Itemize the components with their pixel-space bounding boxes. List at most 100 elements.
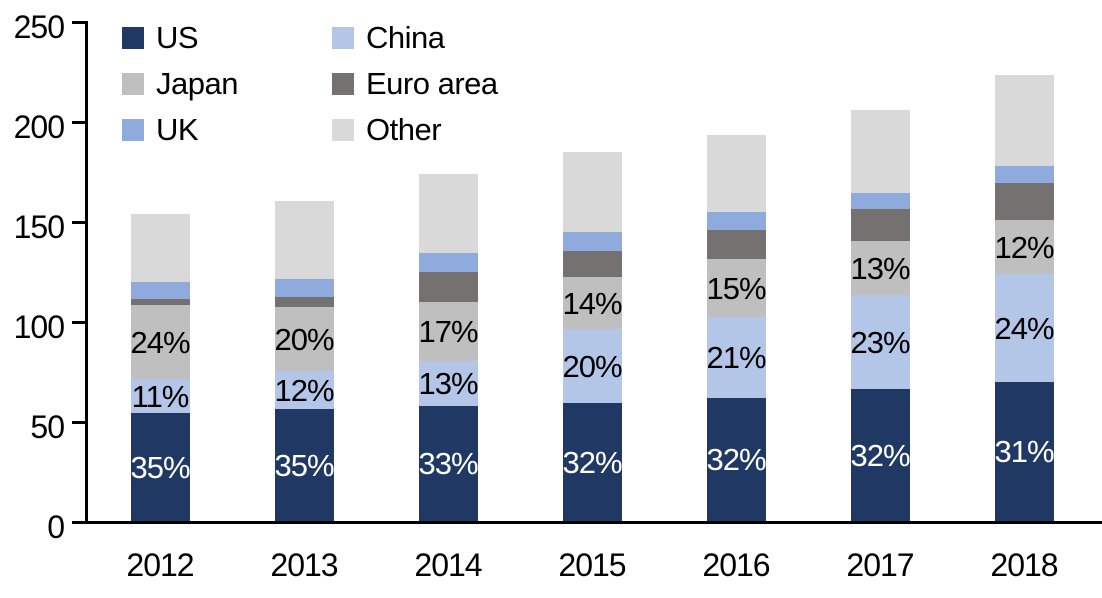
legend-label: Euro area: [366, 66, 498, 101]
x-tick-label-2018: 2018: [990, 547, 1058, 583]
segment-euro-area-2014: [418, 272, 478, 302]
legend-swatch-icon: [332, 118, 354, 141]
segment-value-label: 35%: [130, 449, 190, 485]
segment-value-label: 12%: [274, 372, 334, 408]
segment-china-2012: 11%: [130, 378, 190, 414]
segment-china-2016: 21%: [706, 317, 767, 398]
segment-other-2018: [994, 75, 1054, 166]
segment-value-label: 23%: [850, 324, 910, 360]
segment-value-label: 13%: [418, 366, 478, 401]
segment-value-label: 15%: [706, 270, 766, 306]
segment-us-2016: 32%: [706, 398, 767, 521]
segment-euro-area-2018: [994, 183, 1054, 220]
legend-label: Other: [366, 112, 442, 147]
segment-value-label: 35%: [274, 447, 334, 483]
segment-other-2017: [850, 110, 910, 193]
legend-item-uk: UK: [122, 114, 332, 145]
segment-value-label: 24%: [994, 310, 1054, 346]
segment-value-label: 24%: [130, 324, 190, 360]
segment-uk-2012: [130, 282, 190, 299]
segment-value-label: 31%: [994, 434, 1054, 469]
segment-euro-area-2016: [706, 230, 766, 259]
segment-uk-2016: [706, 212, 766, 230]
stacked-bar-2018: 31% 24% 12%: [994, 75, 1055, 521]
segment-value-label: 13%: [850, 250, 910, 286]
x-tick-label-2015: 2015: [558, 547, 626, 583]
segment-uk-2017: [850, 193, 910, 209]
segment-value-label: 32%: [706, 442, 766, 477]
segment-uk-2015: [562, 232, 622, 251]
segment-value-label: 12%: [994, 229, 1054, 265]
x-tick-label-2014: 2014: [414, 547, 482, 583]
segment-us-2012: 35%: [130, 413, 191, 521]
segment-china-2015: 20%: [562, 329, 623, 403]
segment-value-label: 32%: [850, 437, 910, 473]
legend: US China Japan Euro area UK Other: [122, 22, 498, 145]
segment-china-2018: 24%: [994, 274, 1055, 382]
bar-slot-2018: 31% 24% 12%: [952, 21, 1096, 521]
segment-japan-2016: 15%: [706, 259, 767, 317]
segment-euro-area-2017: [850, 209, 910, 241]
stacked-bar-2012: 35% 11% 24%: [130, 214, 191, 521]
segment-us-2015: 32%: [562, 403, 623, 521]
y-axis-line: [85, 21, 88, 524]
stacked-bar-2016: 32% 21% 15%: [706, 135, 767, 521]
legend-swatch-icon: [122, 118, 144, 141]
y-tick-label-0: 0: [47, 508, 65, 545]
segment-value-label: 14%: [562, 285, 622, 321]
bar-slot-2012: 35% 11% 24%: [88, 21, 232, 521]
segment-japan-2013: 20%: [274, 307, 335, 371]
y-tick-label-100: 100: [13, 308, 65, 345]
segment-us-2014: 33%: [418, 406, 479, 521]
y-tick-mark-50: [72, 421, 86, 424]
segment-us-2017: 32%: [850, 389, 911, 521]
legend-swatch-icon: [122, 26, 144, 49]
y-tick-label-50: 50: [30, 408, 65, 445]
legend-label: UK: [156, 112, 199, 147]
segment-other-2015: [562, 152, 622, 232]
segment-china-2013: 12%: [274, 371, 335, 409]
segment-value-label: 20%: [274, 321, 334, 357]
segment-japan-2012: 24%: [130, 305, 191, 379]
x-axis-line: [85, 521, 1102, 524]
bar-slot-2013: 35% 12% 20%: [232, 21, 376, 521]
segment-value-label: 21%: [706, 340, 766, 375]
x-tick-label-2012: 2012: [126, 547, 194, 583]
segment-uk-2018: [994, 166, 1054, 183]
bar-slot-2015: 32% 20% 14%: [520, 21, 664, 521]
legend-item-japan: Japan: [122, 68, 332, 99]
segment-japan-2017: 13%: [850, 241, 911, 295]
segment-other-2016: [706, 135, 766, 212]
y-tick-label-150: 150: [13, 208, 65, 245]
x-tick-label-2017: 2017: [846, 547, 914, 583]
y-tick-mark-150: [72, 221, 86, 224]
plot-area: 35% 11% 24% 35% 12% 20% 33% 13% 17% 32% 20% 14% 32% 2…: [88, 21, 1096, 521]
stacked-bar-2013: 35% 12% 20%: [274, 201, 335, 521]
legend-swatch-icon: [122, 72, 144, 95]
segment-uk-2014: [418, 253, 478, 272]
bar-slot-2016: 32% 21% 15%: [664, 21, 808, 521]
segment-us-2018: 31%: [994, 382, 1055, 521]
segment-value-label: 17%: [418, 314, 478, 349]
y-tick-mark-0: [72, 521, 86, 524]
stacked-bar-2014: 33% 13% 17%: [418, 174, 479, 521]
bar-slot-2014: 33% 13% 17%: [376, 21, 520, 521]
segment-euro-area-2015: [562, 251, 622, 277]
legend-swatch-icon: [332, 72, 354, 95]
segment-euro-area-2012: [130, 299, 190, 305]
x-axis-tick-labels: 2012 2013 2014 2015 2016 2017 2018: [88, 549, 1096, 581]
segment-china-2014: 13%: [418, 361, 479, 406]
segment-japan-2018: 12%: [994, 220, 1055, 274]
segment-euro-area-2013: [274, 297, 334, 307]
stacked-bar-2017: 32% 23% 13%: [850, 110, 911, 521]
y-tick-mark-200: [72, 121, 86, 124]
segment-uk-2013: [274, 279, 334, 297]
legend-item-euro-area: Euro area: [332, 68, 498, 99]
segment-other-2012: [130, 214, 190, 282]
segment-japan-2015: 14%: [562, 277, 623, 329]
segment-other-2014: [418, 174, 478, 253]
segment-china-2017: 23%: [850, 295, 911, 389]
legend-swatch-icon: [332, 26, 354, 49]
segment-value-label: 11%: [131, 378, 190, 414]
